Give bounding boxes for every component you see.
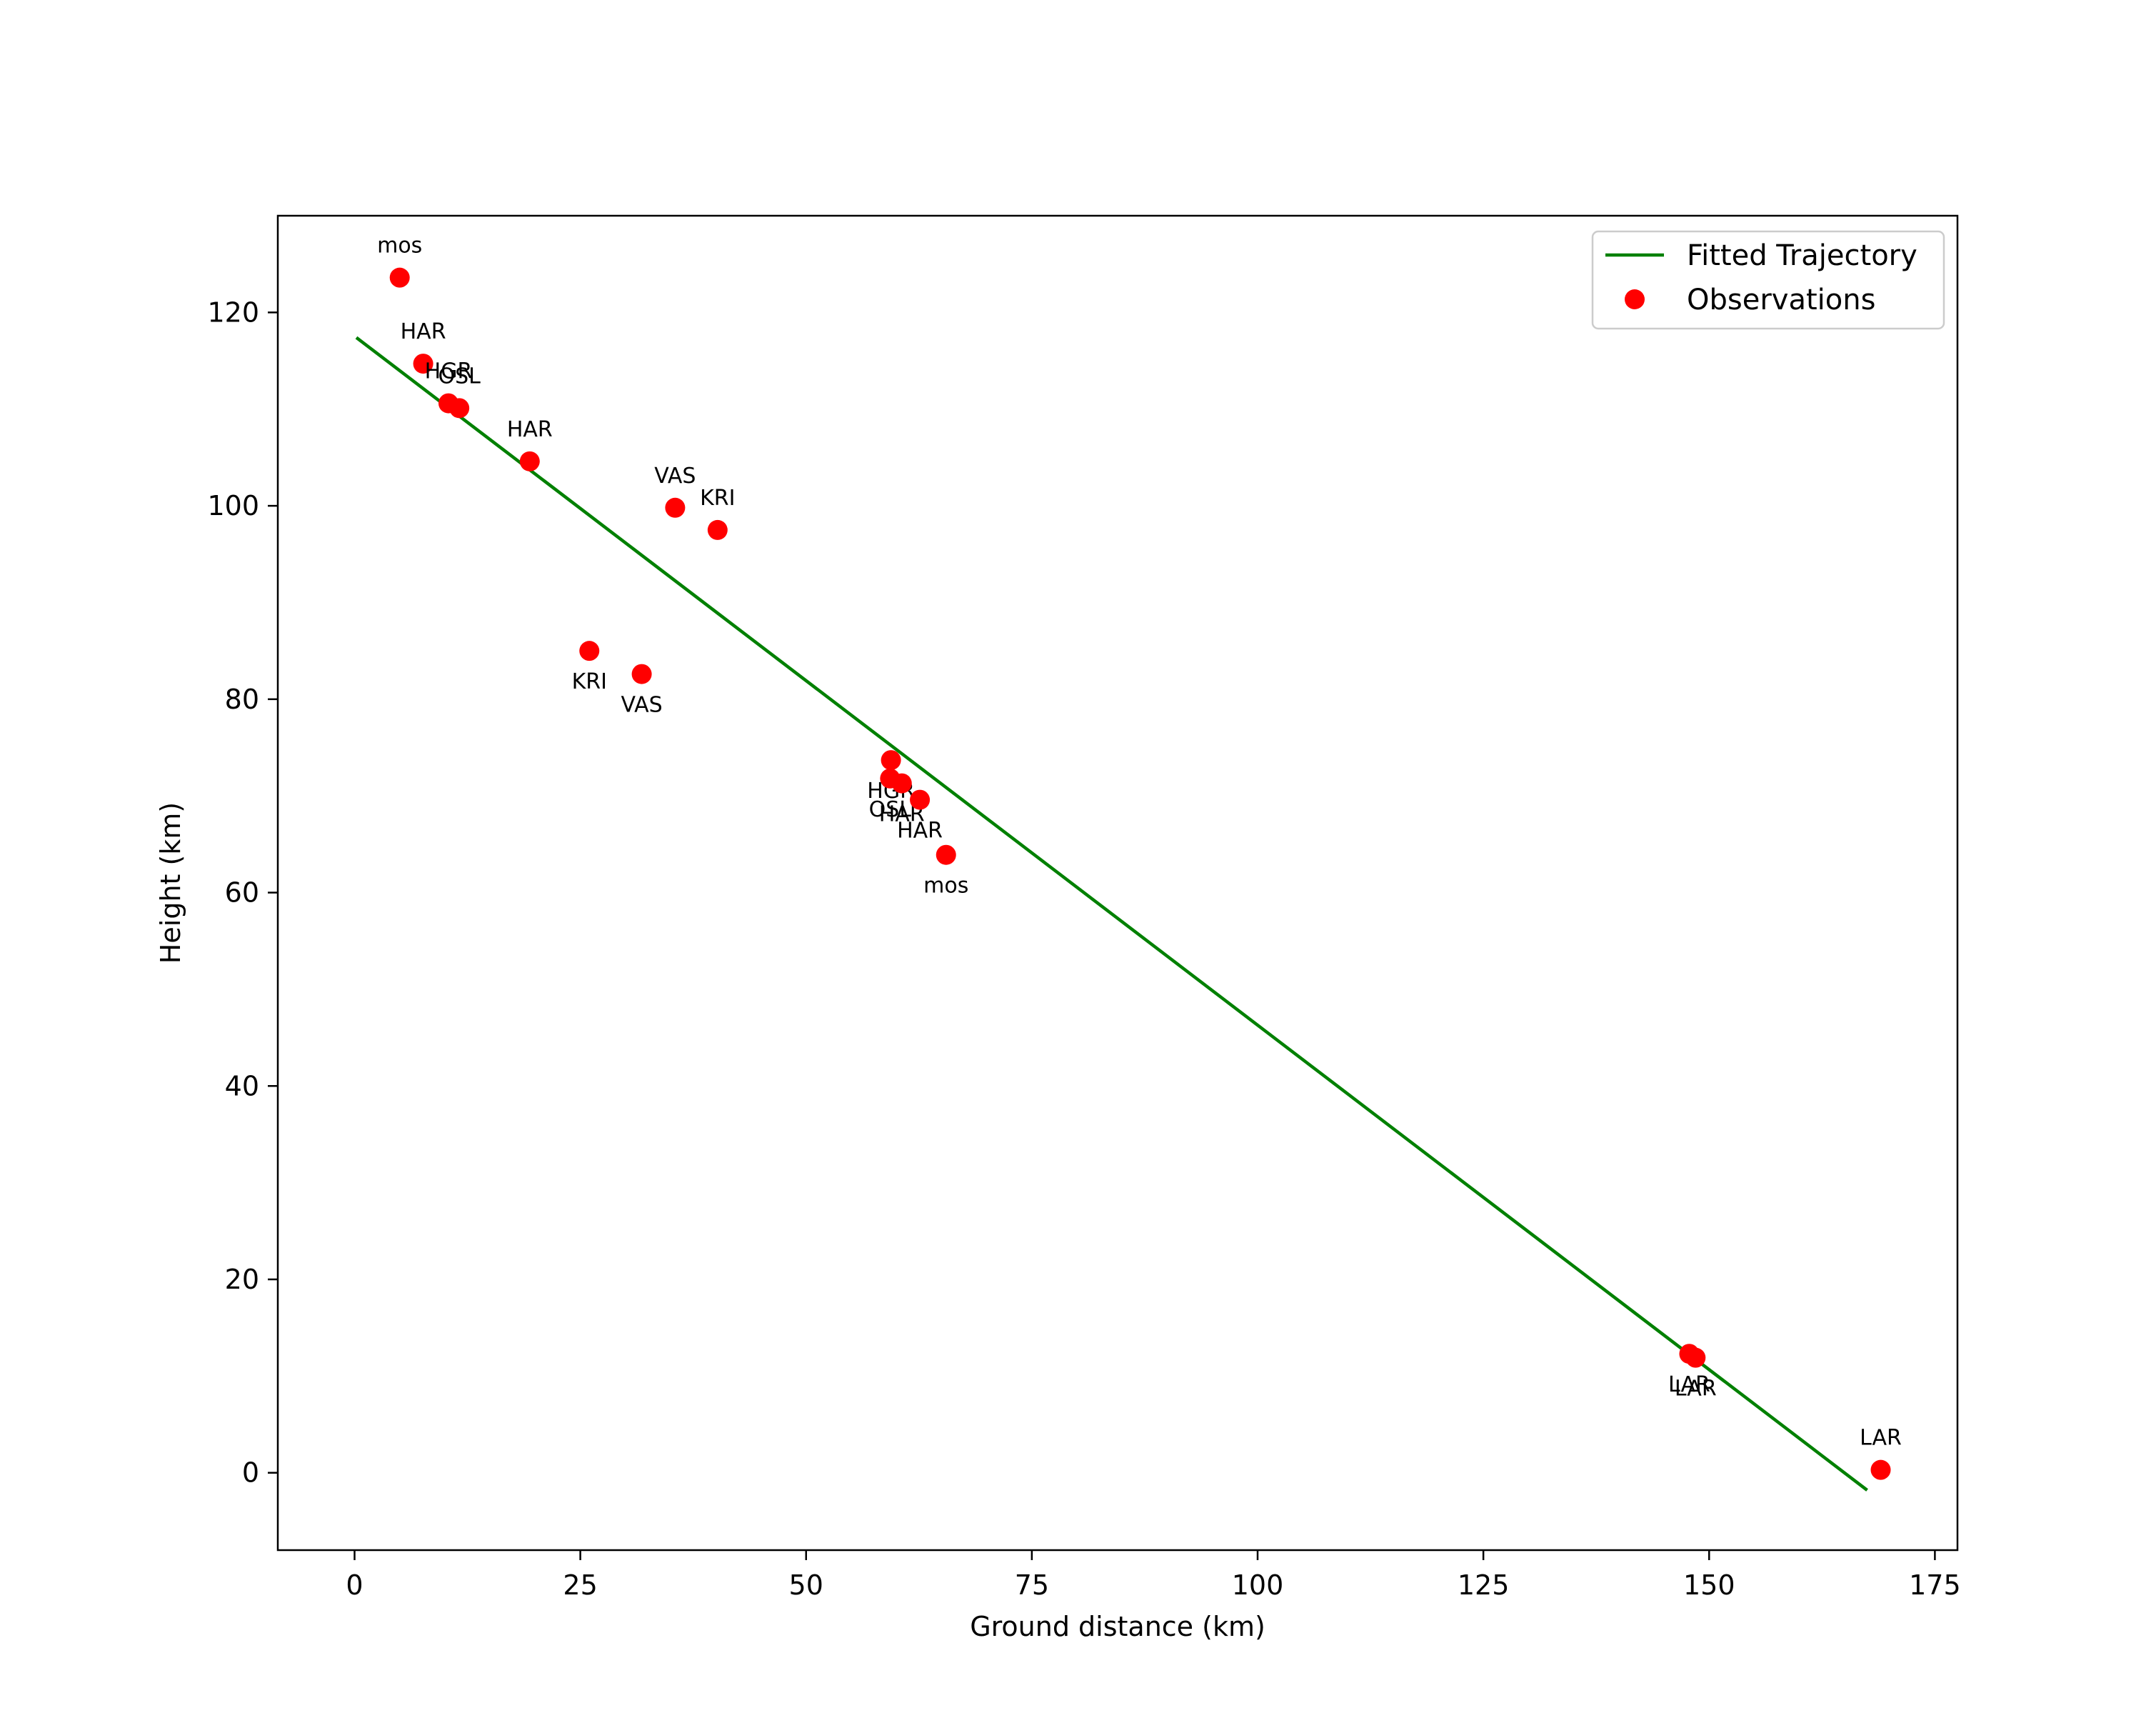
observation-label: VAS xyxy=(621,693,663,718)
observation-label: LAR xyxy=(1675,1377,1717,1402)
observation-point xyxy=(389,267,410,288)
y-tick-label: 60 xyxy=(225,877,259,909)
x-tick-label: 75 xyxy=(1015,1569,1049,1601)
observation-point xyxy=(631,664,652,684)
observation-label: HGR xyxy=(425,359,473,384)
observation-point xyxy=(707,519,728,540)
y-tick-label: 120 xyxy=(207,296,259,328)
fitted-trajectory-line xyxy=(355,336,1868,1492)
y-tick-label: 80 xyxy=(225,684,259,715)
y-tick-label: 0 xyxy=(242,1457,259,1489)
legend: Fitted Trajectory Observations xyxy=(1591,230,1945,330)
observation-point xyxy=(449,398,470,419)
observation-label: KRI xyxy=(572,669,607,694)
observation-point xyxy=(881,750,901,771)
axis-ticks: 0 25 50 75 100 125 150 175 0 20 40 60 80 100 120 xyxy=(207,296,1960,1601)
observation-label: KRI xyxy=(700,486,735,511)
observation-label: mos xyxy=(923,874,968,899)
x-tick-label: 0 xyxy=(346,1569,363,1601)
x-axis-label: Ground distance (km) xyxy=(970,1611,1265,1642)
observation-point xyxy=(1685,1347,1706,1368)
x-tick-label: 175 xyxy=(1909,1569,1961,1601)
legend-trajectory-label: Fitted Trajectory xyxy=(1687,239,1917,272)
observation-label: OSL xyxy=(438,364,481,389)
observation-label: HAR xyxy=(401,319,446,344)
y-tick-label: 100 xyxy=(207,490,259,521)
plot-area: mosHARHGROSLHARVASKRIKRIVASHGROSLHARHARm… xyxy=(355,234,1902,1492)
legend-box xyxy=(1591,230,1945,330)
y-tick-label: 20 xyxy=(225,1264,259,1295)
x-tick-label: 25 xyxy=(563,1569,597,1601)
observation-point xyxy=(665,497,686,518)
y-tick-label: 40 xyxy=(225,1070,259,1102)
axes-frame xyxy=(276,214,1959,1552)
observation-point xyxy=(1870,1459,1891,1480)
observation-label: LAR xyxy=(1668,1372,1710,1397)
observation-label: VAS xyxy=(654,464,696,489)
observation-point xyxy=(413,354,433,374)
observation-label: HAR xyxy=(897,819,943,844)
legend-observations-swatch xyxy=(1625,289,1645,309)
observation-label: HAR xyxy=(507,417,553,442)
x-tick-label: 50 xyxy=(789,1569,823,1601)
legend-observations-label: Observations xyxy=(1687,284,1875,316)
observation-point xyxy=(579,641,600,661)
x-tick-label: 150 xyxy=(1683,1569,1735,1601)
observation-point xyxy=(519,451,540,471)
y-axis-label: Height (km) xyxy=(155,802,186,964)
observation-label: OSL xyxy=(869,797,912,822)
observation-point xyxy=(936,844,956,865)
x-tick-label: 100 xyxy=(1232,1569,1284,1601)
x-tick-label: 125 xyxy=(1458,1569,1510,1601)
observation-label: LAR xyxy=(1860,1426,1902,1451)
observation-point xyxy=(891,773,912,794)
observation-label: mos xyxy=(377,234,422,259)
observation-point xyxy=(910,789,931,810)
